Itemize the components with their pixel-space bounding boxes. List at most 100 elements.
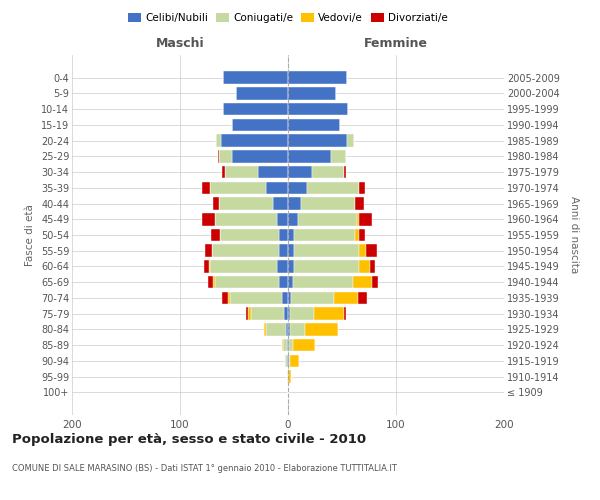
Bar xyxy=(287,339,288,351)
Bar xyxy=(344,308,346,320)
Bar xyxy=(288,150,331,162)
Bar xyxy=(280,228,288,241)
Bar xyxy=(277,260,288,273)
Bar xyxy=(277,213,288,226)
Bar xyxy=(248,308,251,320)
Text: COMUNE DI SALE MARASINO (BS) - Dati ISTAT 1° gennaio 2010 - Elaborazione TUTTITA: COMUNE DI SALE MARASINO (BS) - Dati ISTA… xyxy=(12,464,397,473)
Bar xyxy=(288,213,298,226)
Bar xyxy=(281,292,288,304)
Bar xyxy=(359,213,372,226)
Bar xyxy=(283,339,287,351)
Bar xyxy=(289,339,293,351)
Bar xyxy=(288,103,349,116)
Bar xyxy=(295,228,355,241)
Bar xyxy=(290,323,305,336)
Bar xyxy=(214,276,215,288)
Bar xyxy=(214,197,219,210)
Bar xyxy=(211,228,220,241)
Bar xyxy=(353,276,372,288)
Bar xyxy=(287,354,288,367)
Bar xyxy=(205,244,212,257)
Bar xyxy=(288,244,295,257)
Bar xyxy=(223,103,288,116)
Bar xyxy=(298,213,357,226)
Bar xyxy=(215,213,277,226)
Bar xyxy=(288,260,295,273)
Bar xyxy=(355,197,364,210)
Bar xyxy=(232,118,288,131)
Bar xyxy=(285,354,287,367)
Bar xyxy=(307,182,359,194)
Bar xyxy=(273,197,288,210)
Bar xyxy=(210,260,277,273)
Bar xyxy=(258,166,288,178)
Bar xyxy=(288,182,307,194)
Bar xyxy=(331,150,346,162)
Bar xyxy=(251,308,284,320)
Y-axis label: Fasce di età: Fasce di età xyxy=(25,204,35,266)
Bar xyxy=(219,197,273,210)
Bar xyxy=(288,87,335,100)
Bar xyxy=(293,276,353,288)
Bar xyxy=(288,323,290,336)
Bar xyxy=(359,260,370,273)
Bar xyxy=(355,228,359,241)
Text: Maschi: Maschi xyxy=(155,37,205,50)
Bar xyxy=(290,354,299,367)
Bar xyxy=(288,228,295,241)
Bar xyxy=(291,292,334,304)
Bar xyxy=(288,292,291,304)
Bar xyxy=(359,244,366,257)
Bar xyxy=(288,354,289,367)
Bar xyxy=(288,197,301,210)
Bar xyxy=(218,150,219,162)
Bar xyxy=(286,323,288,336)
Bar xyxy=(347,134,354,147)
Bar xyxy=(295,244,359,257)
Bar xyxy=(236,87,288,100)
Bar xyxy=(266,323,286,336)
Bar xyxy=(288,339,289,351)
Bar xyxy=(227,292,230,304)
Bar xyxy=(202,182,210,194)
Bar xyxy=(344,166,346,178)
Bar xyxy=(230,292,281,304)
Bar xyxy=(232,150,288,162)
Bar xyxy=(370,260,376,273)
Bar xyxy=(221,134,288,147)
Bar xyxy=(266,182,288,194)
Bar xyxy=(359,182,365,194)
Bar xyxy=(312,166,344,178)
Bar xyxy=(246,308,248,320)
Bar xyxy=(284,308,288,320)
Bar xyxy=(293,339,315,351)
Legend: Celibi/Nubili, Coniugati/e, Vedovi/e, Divorziati/e: Celibi/Nubili, Coniugati/e, Vedovi/e, Di… xyxy=(125,10,451,26)
Bar xyxy=(222,166,226,178)
Bar xyxy=(287,370,288,383)
Bar xyxy=(223,72,288,84)
Bar xyxy=(281,339,283,351)
Bar xyxy=(366,244,377,257)
Bar xyxy=(215,134,221,147)
Text: Popolazione per età, sesso e stato civile - 2010: Popolazione per età, sesso e stato civil… xyxy=(12,432,366,446)
Bar xyxy=(358,292,367,304)
Bar xyxy=(280,276,288,288)
Bar xyxy=(359,228,365,241)
Bar xyxy=(220,228,280,241)
Bar xyxy=(288,370,291,383)
Bar xyxy=(372,276,377,288)
Bar xyxy=(290,308,314,320)
Bar xyxy=(280,244,288,257)
Bar xyxy=(208,276,214,288)
Bar xyxy=(357,213,359,226)
Bar xyxy=(288,308,290,320)
Bar xyxy=(222,292,227,304)
Bar xyxy=(301,197,355,210)
Bar xyxy=(288,166,312,178)
Bar xyxy=(288,72,347,84)
Text: Femmine: Femmine xyxy=(364,37,428,50)
Bar xyxy=(202,213,215,226)
Bar xyxy=(215,276,280,288)
Bar xyxy=(288,118,340,131)
Bar xyxy=(334,292,358,304)
